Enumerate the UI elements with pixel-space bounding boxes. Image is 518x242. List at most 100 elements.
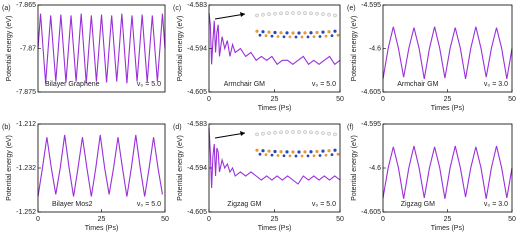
inset-atom <box>318 154 322 157</box>
plot-frame <box>382 123 513 213</box>
x-tick-label: 0 <box>381 216 385 223</box>
inset-atom <box>333 132 337 137</box>
data-line <box>208 127 341 189</box>
inset-atom <box>327 149 331 153</box>
x-tick-label: 0 <box>381 96 385 103</box>
x-axis-label: Times (Ps) <box>431 225 465 232</box>
x-tick-label: 0 <box>207 216 211 223</box>
y-tick-label: -4.605 <box>187 209 207 216</box>
y-tick-label: -7.865 <box>16 2 36 9</box>
x-tick-label: 25 <box>271 96 279 103</box>
x-axis-label: Times (Ps) <box>258 225 292 232</box>
inset-atom <box>279 11 283 16</box>
inset-atom <box>285 150 289 154</box>
data-line <box>208 12 341 66</box>
inset-atom <box>261 131 265 136</box>
inset-atom <box>324 153 328 157</box>
panel-label: (d) <box>173 124 182 131</box>
inset-arrow <box>214 13 246 20</box>
inset-atom <box>273 11 277 16</box>
y-tick-label: -4.605 <box>361 89 381 96</box>
inset-atom <box>303 11 307 15</box>
inset-atom <box>285 130 289 134</box>
inset-atom <box>303 130 307 134</box>
inset-atom <box>267 30 271 34</box>
annotation: Bilayer Mos2 <box>52 201 93 208</box>
x-tick-label: 50 <box>336 216 344 223</box>
y-tick-label: -4.6 <box>369 45 381 52</box>
annotation: v₀ = 5.0 <box>312 81 336 88</box>
inset-atom <box>285 11 289 15</box>
y-axis-label: Potential energy (eV) <box>177 16 184 82</box>
inset-atom <box>315 30 319 35</box>
x-tick-label: 25 <box>444 96 452 103</box>
inset-atom <box>300 154 304 158</box>
inset-atom <box>297 11 301 15</box>
panel-label: (c) <box>173 5 181 12</box>
y-tick-label: -7.87 <box>20 45 36 52</box>
x-axis-label: Times (Ps) <box>431 105 465 112</box>
inset-atom <box>321 149 325 153</box>
inset-atom <box>282 154 286 158</box>
panel-label: (a) <box>2 5 11 12</box>
inset-atom <box>327 131 331 136</box>
x-tick-label: 25 <box>444 216 452 223</box>
inset-atom <box>261 30 265 34</box>
inset-atom <box>261 149 265 153</box>
panel-label: (b) <box>2 124 11 131</box>
x-tick-label: 25 <box>271 216 279 223</box>
inset-atom <box>276 35 280 38</box>
annotation: v₀ = 5.0 <box>137 81 161 88</box>
inset-atom <box>333 148 337 152</box>
plot-frame <box>382 4 513 93</box>
inset-atom <box>309 130 313 135</box>
inset-atom <box>300 35 304 39</box>
inset-atom <box>285 31 289 35</box>
y-tick-label: -4.583 <box>187 2 207 9</box>
inset-atom <box>288 35 292 39</box>
y-tick-label: -1.232 <box>16 165 36 172</box>
inset-atom <box>291 11 295 15</box>
inset-atom <box>327 12 331 17</box>
inset-atom <box>336 33 340 37</box>
inset-atom <box>327 30 331 34</box>
inset-atom <box>309 11 313 16</box>
inset-atom <box>279 130 283 135</box>
panel-label: (e) <box>347 5 356 12</box>
y-axis-label: Potential energy (eV) <box>351 135 358 201</box>
inset-atom <box>333 29 337 33</box>
inset-atom <box>261 12 265 17</box>
y-axis-label: Potential energy (eV) <box>177 135 184 201</box>
inset-atom <box>258 33 262 37</box>
annotation: Zigzag GM <box>401 201 435 208</box>
annotation: v₀ = 5.0 <box>137 201 161 208</box>
y-tick-label: -4.605 <box>361 209 381 216</box>
inset-atom <box>258 152 262 156</box>
inset-arrowhead <box>240 12 245 17</box>
inset-atom <box>297 130 301 134</box>
inset-atom <box>315 11 319 16</box>
y-tick-label: -4.583 <box>187 121 207 128</box>
inset-atom <box>264 34 268 38</box>
inset-atom <box>297 31 301 35</box>
inset-atom <box>309 31 313 35</box>
annotation: Armchair GM <box>224 81 265 88</box>
data-line <box>382 26 513 80</box>
inset-atom <box>330 153 334 157</box>
y-axis-label: Potential energy (eV) <box>351 16 358 82</box>
inset-atom <box>267 149 271 153</box>
inset-structure <box>214 130 340 158</box>
inset-atom <box>321 131 325 135</box>
inset-atom <box>255 13 259 18</box>
inset-atom <box>267 12 271 16</box>
inset-atom <box>279 31 283 35</box>
data-line <box>37 13 166 84</box>
inset-atom <box>309 150 313 154</box>
inset-atom <box>273 149 277 154</box>
x-tick-label: 0 <box>36 216 40 223</box>
inset-atom <box>255 148 259 152</box>
inset-atom <box>294 35 298 39</box>
inset-atom <box>279 150 283 154</box>
inset-atom <box>321 30 325 34</box>
